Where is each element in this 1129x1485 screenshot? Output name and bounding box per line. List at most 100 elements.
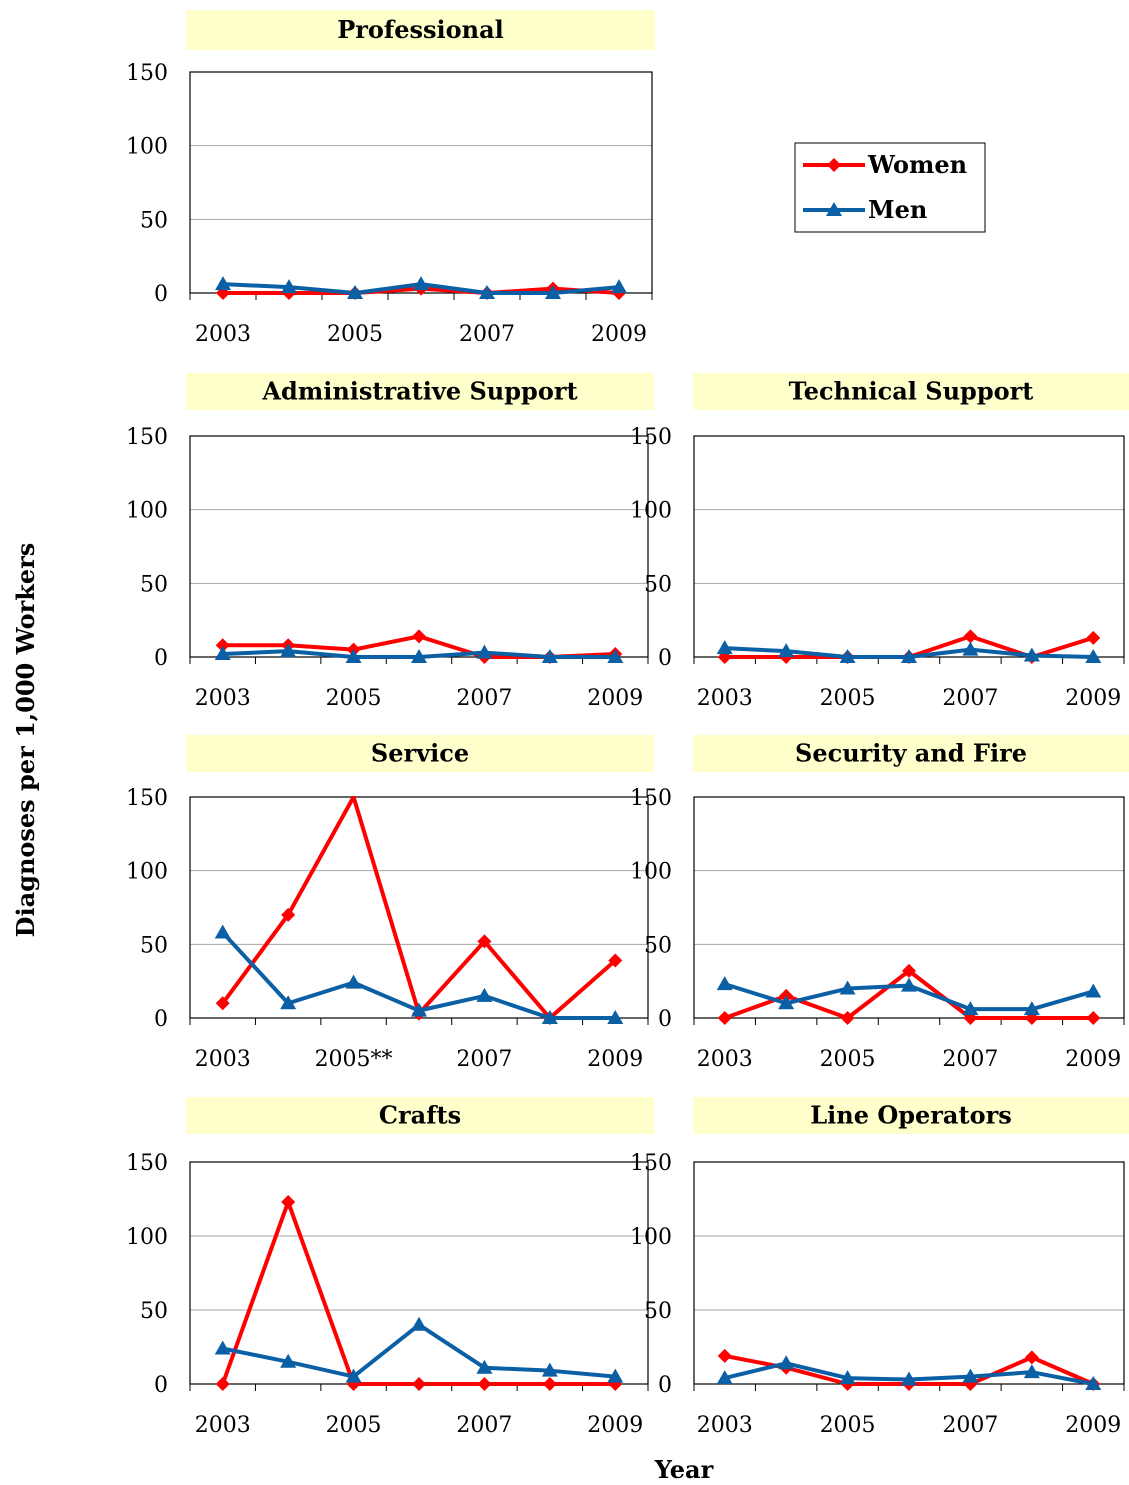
plot-area — [693, 796, 1125, 1019]
panel-title: Crafts — [379, 1101, 461, 1130]
x-tick-label: 2003 — [697, 1047, 753, 1072]
x-tick-label: 2009 — [587, 1047, 643, 1072]
data-point — [962, 1001, 979, 1016]
data-point — [345, 974, 362, 989]
data-point — [477, 1377, 492, 1391]
y-tick-label: 100 — [126, 860, 168, 885]
panel-security-and-fire: Security and Fire 0 50 100 150 2003 2005 2007 20… — [630, 735, 1129, 1072]
plot-area — [189, 1161, 649, 1385]
panel-title: Security and Fire — [795, 739, 1027, 768]
y-tick-label: 150 — [630, 786, 672, 811]
data-point — [607, 1368, 624, 1383]
data-point — [1085, 649, 1102, 663]
series-women — [215, 1194, 623, 1391]
data-point — [345, 1368, 362, 1383]
y-tick-label: 100 — [126, 1225, 168, 1250]
x-tick-label: 2005 — [326, 686, 382, 711]
panel-title-background — [693, 1097, 1129, 1134]
y-tick-label: 0 — [658, 1007, 672, 1032]
series-men — [214, 1316, 624, 1383]
panel-title: Line Operators — [810, 1101, 1011, 1130]
y-tick-label: 150 — [630, 1151, 672, 1176]
y-tick-label: 100 — [630, 1225, 672, 1250]
y-tick-label: 150 — [126, 425, 168, 450]
y-tick-label: 50 — [644, 572, 672, 597]
x-tick-label: 2005 — [820, 1413, 876, 1438]
panel-professional: Professional 0 50 100 150 2003 2005 2007 2009 — [126, 10, 655, 347]
data-point — [280, 1353, 297, 1368]
x-tick-label: 2005 — [327, 322, 383, 347]
x-tick-label: 2003 — [195, 686, 251, 711]
data-point — [281, 1194, 296, 1209]
data-point — [476, 644, 493, 659]
data-point — [215, 1377, 230, 1391]
data-point — [1086, 1011, 1101, 1025]
x-tick-label: 2009 — [591, 322, 647, 347]
data-point — [476, 987, 493, 1002]
panel-title: Professional — [337, 15, 504, 44]
x-tick-label: 2007 — [456, 1413, 512, 1438]
x-tick-label: 2007 — [942, 686, 998, 711]
legend-marker — [826, 202, 842, 216]
x-tick-label: 2003 — [697, 1413, 753, 1438]
y-tick-label: 0 — [658, 646, 672, 671]
data-point — [608, 953, 623, 968]
data-point — [716, 640, 733, 655]
x-tick-label: 2007 — [456, 686, 512, 711]
data-point — [347, 285, 363, 299]
legend-box — [794, 142, 986, 233]
plot-area — [693, 1161, 1125, 1385]
data-point — [1085, 1376, 1102, 1390]
data-point — [1023, 647, 1040, 662]
data-point — [215, 996, 230, 1011]
data-point — [839, 649, 856, 663]
panel-administrative-support: Administrative Support 0 50 100 150 2003 2005 2… — [126, 373, 654, 711]
data-point — [541, 1010, 558, 1024]
data-point — [545, 285, 561, 299]
data-point — [901, 1371, 917, 1386]
data-point — [541, 649, 558, 663]
y-tick-label: 50 — [140, 1299, 168, 1324]
data-point — [839, 980, 856, 995]
y-tick-label: 150 — [126, 61, 168, 86]
data-point — [411, 1002, 427, 1017]
plot-area — [189, 435, 649, 658]
data-point — [1086, 630, 1101, 645]
data-point — [716, 1370, 733, 1385]
y-tick-label: 100 — [630, 860, 672, 885]
panel-line-operators: Line Operators 0 50 100 150 2003 2005 2007 2009 — [630, 1097, 1129, 1438]
data-point — [778, 1355, 795, 1370]
y-tick-label: 50 — [140, 572, 168, 597]
y-tick-label: 0 — [154, 1373, 168, 1398]
x-tick-label: 2005 — [326, 1413, 382, 1438]
data-point — [839, 1370, 856, 1385]
y-tick-label: 150 — [126, 786, 168, 811]
x-tick-label: 2003 — [195, 1413, 251, 1438]
data-point — [214, 924, 231, 939]
panel-title-background — [186, 1097, 654, 1134]
data-point — [611, 279, 627, 294]
y-tick-label: 100 — [126, 499, 168, 524]
series-men — [214, 924, 624, 1024]
x-tick-label: 2007 — [459, 322, 515, 347]
legend-label-men: Men — [868, 195, 927, 224]
data-point — [963, 629, 978, 644]
plot-area — [189, 796, 649, 1019]
data-point — [412, 629, 426, 644]
data-point — [214, 1340, 231, 1355]
series-men — [215, 276, 627, 299]
series-men — [716, 1355, 1102, 1390]
panel-title: Service — [371, 739, 469, 768]
data-point — [280, 643, 297, 658]
legend: Women Men — [794, 142, 986, 233]
series-line — [221, 796, 617, 1020]
y-tick-label: 50 — [644, 933, 672, 958]
panel-title-background — [693, 373, 1129, 410]
legend-label-women: Women — [867, 150, 967, 179]
y-axis-title: Diagnoses per 1,000 Workers — [11, 543, 40, 938]
data-point — [214, 646, 231, 661]
data-point — [215, 276, 231, 291]
data-point — [717, 1348, 732, 1363]
x-tick-label: 2003 — [195, 1047, 251, 1072]
